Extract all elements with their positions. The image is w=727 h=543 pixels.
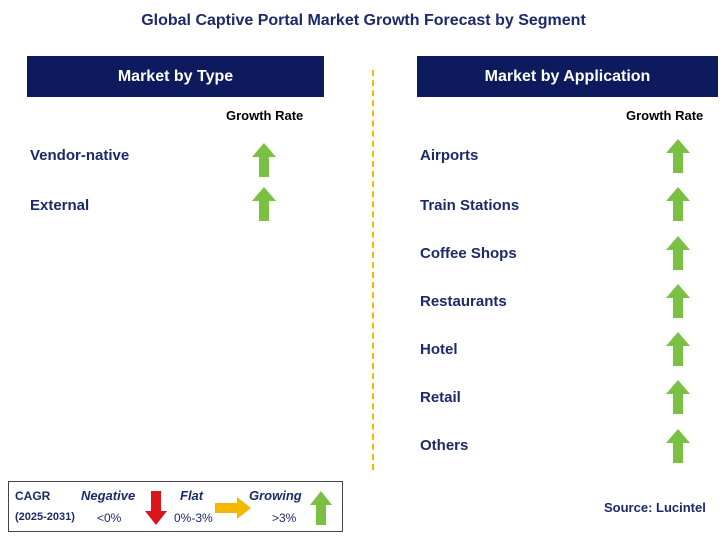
segment-label-coffee-shops: Coffee Shops bbox=[420, 245, 517, 262]
segment-label-hotel: Hotel bbox=[420, 341, 458, 358]
growing-up-arrow-icon bbox=[252, 143, 276, 177]
growing-up-arrow-icon bbox=[252, 187, 276, 221]
growth-rate-label-type: Growth Rate bbox=[226, 108, 304, 123]
legend-growing-value: >3% bbox=[272, 511, 297, 525]
negative-down-arrow-icon bbox=[145, 491, 167, 525]
segment-label-others: Others bbox=[420, 437, 469, 454]
market-by-application-header: Market by Application bbox=[417, 56, 718, 97]
segment-label-vendor-native: Vendor-native bbox=[30, 147, 130, 164]
market-by-type-header: Market by Type bbox=[27, 56, 324, 97]
legend-flat-value: 0%-3% bbox=[174, 511, 213, 525]
growing-up-arrow-icon bbox=[666, 187, 690, 221]
growing-up-arrow-icon bbox=[666, 429, 690, 463]
segment-label-train-stations: Train Stations bbox=[420, 197, 520, 214]
source-note: Source: Lucintel bbox=[604, 500, 706, 515]
page-title: Global Captive Portal Market Growth Fore… bbox=[141, 12, 586, 29]
growing-up-arrow-icon bbox=[666, 380, 690, 414]
segment-label-restaurants: Restaurants bbox=[420, 293, 507, 310]
legend-flat-label: Flat bbox=[180, 488, 204, 503]
growth-rate-label-application: Growth Rate bbox=[626, 108, 704, 123]
growing-up-arrow-icon bbox=[310, 491, 332, 525]
segment-label-retail: Retail bbox=[420, 389, 461, 406]
cagr-legend: CAGR (2025-2031) Negative <0% Flat 0%-3%… bbox=[8, 481, 343, 532]
segment-label-external: External bbox=[30, 197, 90, 214]
growing-up-arrow-icon bbox=[666, 236, 690, 270]
growing-up-arrow-icon bbox=[666, 139, 690, 173]
segment-label-airports: Airports bbox=[420, 147, 479, 164]
legend-cagr-label: CAGR bbox=[15, 489, 51, 503]
legend-growing-label: Growing bbox=[249, 488, 302, 503]
legend-negative-value: <0% bbox=[97, 511, 122, 525]
growing-up-arrow-icon bbox=[666, 284, 690, 318]
legend-period: (2025-2031) bbox=[15, 511, 75, 523]
growing-up-arrow-icon bbox=[666, 332, 690, 366]
legend-negative-label: Negative bbox=[81, 488, 136, 503]
dashed-divider bbox=[372, 70, 374, 470]
flat-right-arrow-icon bbox=[215, 497, 251, 519]
